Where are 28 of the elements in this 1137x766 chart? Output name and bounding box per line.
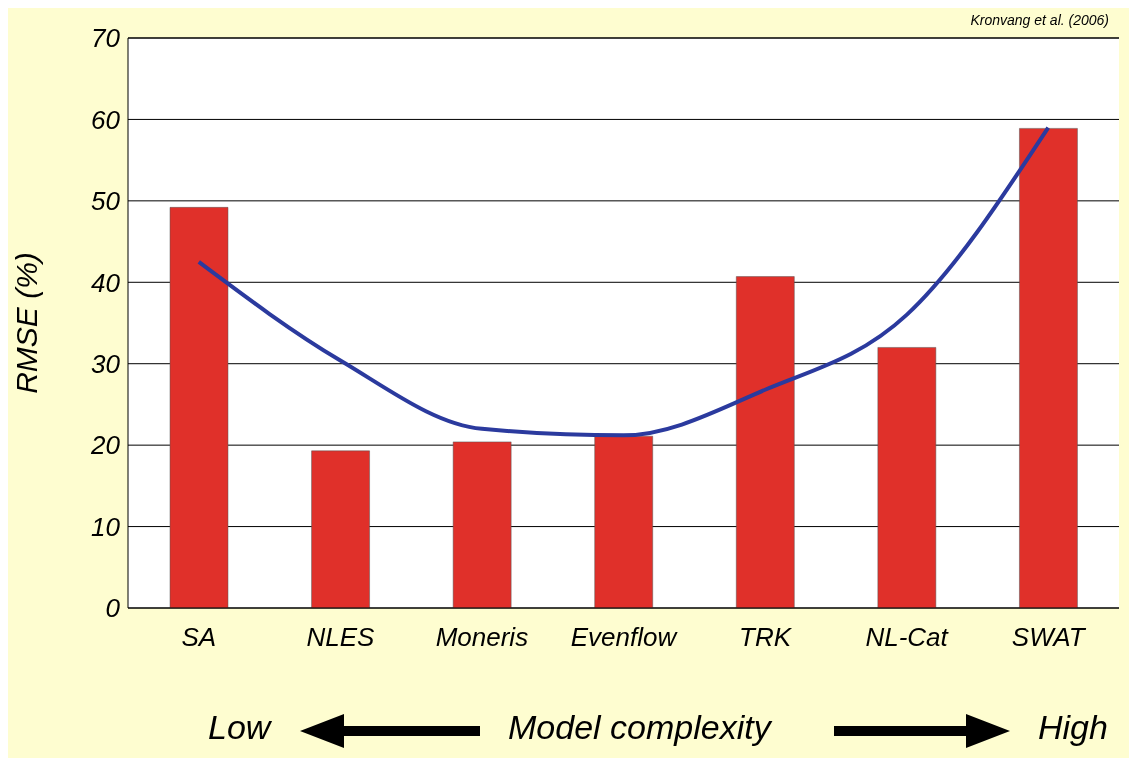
- text: Low: [208, 708, 271, 747]
- y-axis-title: RMSE (%): [9, 252, 43, 394]
- x-tick-label: NLES: [306, 622, 375, 653]
- line-series: [196, 125, 1051, 438]
- bar: [594, 435, 653, 608]
- bar: [169, 207, 229, 608]
- y-tick-label: 50: [91, 186, 121, 217]
- bar: [1019, 128, 1078, 608]
- x-tick-label: SWAT: [1011, 622, 1087, 653]
- bar: [877, 347, 937, 608]
- x-tick-label: Evenflow: [570, 622, 679, 653]
- text: Kronvang et al. (2006): [970, 12, 1109, 28]
- x-tick-label: Moneris: [435, 622, 529, 653]
- x-tick-label: TRK: [739, 622, 793, 653]
- y-tick-label: 40: [91, 267, 121, 298]
- y-tick-label: 0: [105, 593, 121, 624]
- y-tick-label: 70: [91, 23, 121, 54]
- bar: [311, 450, 370, 608]
- y-tick-label: 10: [91, 511, 121, 542]
- text: High: [1038, 708, 1108, 747]
- y-tick-label: 30: [91, 348, 121, 379]
- bar: [452, 441, 512, 608]
- y-tick-label: 20: [90, 430, 121, 461]
- y-tick-label: 60: [91, 104, 121, 135]
- text: Model complexity: [508, 708, 771, 747]
- x-tick-label: NL-Cat: [865, 622, 950, 653]
- x-tick-label: SA: [181, 622, 217, 653]
- bar: [736, 276, 795, 608]
